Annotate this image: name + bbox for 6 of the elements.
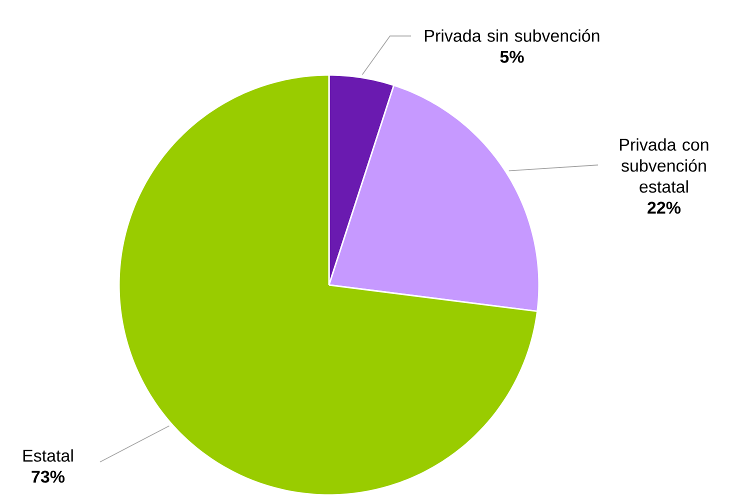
data-label: 73% xyxy=(32,470,65,483)
slice-label: Estatal xyxy=(23,449,73,462)
data-label: 22% xyxy=(648,202,681,214)
data-label: 5% xyxy=(500,50,524,63)
slice-label: Privada sin subvención xyxy=(425,29,600,42)
slice-label: Privada con subvención estatal xyxy=(620,138,708,193)
